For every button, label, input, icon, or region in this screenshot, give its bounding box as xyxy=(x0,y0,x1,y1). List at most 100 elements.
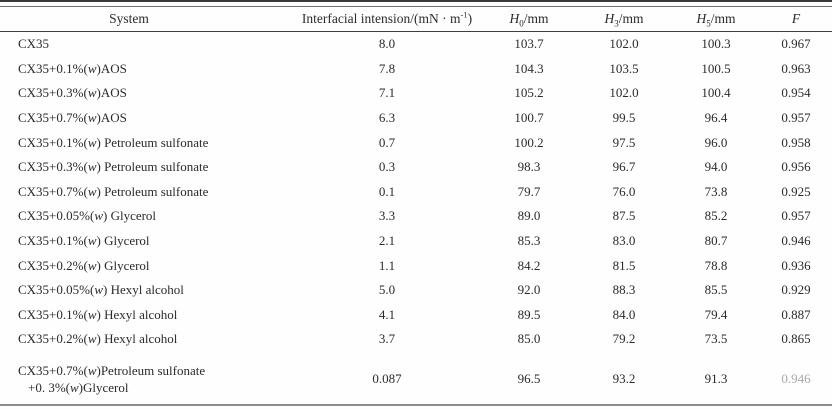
cell-h0: 100.2 xyxy=(514,134,544,150)
cell-interfacial: 7.1 xyxy=(378,85,396,101)
cell-h3: 102.0 xyxy=(609,85,639,101)
cell-interfacial: 3.3 xyxy=(378,208,396,224)
table-row: CX35+0.1%(w)AOS 7.8 104.3 103.5 100.5 0.… xyxy=(0,57,832,82)
cell-f: 0.963 xyxy=(781,60,811,76)
cell-h3: 81.5 xyxy=(612,257,636,273)
cell-h3: 99.5 xyxy=(612,110,636,126)
table-row: CX35+0.05%(w) Glycerol 3.3 89.0 87.5 85.… xyxy=(0,204,832,229)
cell-system: CX35+0.2%(w) Glycerol xyxy=(18,257,150,273)
table-header-row: System Interfacial intension/(mN · m-1) … xyxy=(0,7,832,32)
cell-system: CX35+0.3%(w)AOS xyxy=(18,85,127,101)
table-top-rule-inner xyxy=(0,6,832,7)
cell-h5: 85.5 xyxy=(704,282,728,298)
cell-h3: 87.5 xyxy=(612,208,636,224)
cell-interfacial: 8.0 xyxy=(378,36,396,52)
table-row: CX35 8.0 103.7 102.0 100.3 0.967 xyxy=(0,32,832,57)
cell-system: CX35+0.7%(w) Petroleum sulfonate xyxy=(18,183,209,199)
cell-interfacial: 6.3 xyxy=(378,110,396,126)
cell-interfacial: 7.8 xyxy=(378,60,396,76)
cell-f: 0.967 xyxy=(781,36,811,52)
cell-h5: 73.8 xyxy=(704,183,728,199)
cell-system: CX35 xyxy=(18,36,50,52)
cell-f: 0.957 xyxy=(781,208,811,224)
cell-interfacial: 2.1 xyxy=(378,233,396,249)
cell-interfacial: 1.1 xyxy=(378,257,396,273)
cell-h0: 92.0 xyxy=(517,282,541,298)
cell-interfacial: 5.0 xyxy=(378,282,396,298)
cell-h3: 93.2 xyxy=(612,371,636,387)
cell-h0: 85.0 xyxy=(517,331,541,347)
cell-h3: 88.3 xyxy=(612,282,636,298)
cell-h0: 104.3 xyxy=(514,60,544,76)
cell-h5: 100.5 xyxy=(701,60,731,76)
table-row: CX35+0.05%(w) Hexyl alcohol 5.0 92.0 88.… xyxy=(0,278,832,303)
table-bottom-rule xyxy=(0,404,832,406)
cell-h0: 79.7 xyxy=(517,183,541,199)
cell-interfacial: 3.7 xyxy=(378,331,396,347)
cell-h3: 76.0 xyxy=(612,183,636,199)
cell-f: 0.957 xyxy=(781,110,811,126)
cell-h0: 85.3 xyxy=(517,233,541,249)
cell-h0: 100.7 xyxy=(514,110,544,126)
cell-h3: 83.0 xyxy=(612,233,636,249)
table-row: CX35+0.7%(w)AOS 6.3 100.7 99.5 96.4 0.95… xyxy=(0,106,832,131)
cell-h5: 91.3 xyxy=(704,371,728,387)
table-top-rule-outer xyxy=(0,0,832,2)
cell-h3: 102.0 xyxy=(609,36,639,52)
cell-f: 0.929 xyxy=(781,282,811,298)
cell-f: 0.936 xyxy=(781,257,811,273)
results-table: System Interfacial intension/(mN · m-1) … xyxy=(0,7,832,407)
table-row: CX35+0.2%(w) Glycerol 1.1 84.2 81.5 78.8… xyxy=(0,253,832,278)
cell-h5: 96.0 xyxy=(704,134,728,150)
cell-system: CX35+0.1%(w) Petroleum sulfonate xyxy=(18,134,209,150)
header-h3: H3/mm xyxy=(576,7,672,32)
system-line-1: CX35+0.7%(w)Petroleum sulfonate xyxy=(18,362,206,378)
cell-system: CX35+0.1%(w) Glycerol xyxy=(18,233,150,249)
cell-h0: 96.5 xyxy=(517,371,541,387)
cell-system: CX35+0.1%(w)AOS xyxy=(18,60,127,76)
cell-interfacial: 0.087 xyxy=(372,371,402,387)
cell-f: 0.958 xyxy=(781,134,811,150)
cell-h5: 94.0 xyxy=(704,159,728,175)
header-interfacial-tension: Interfacial intension/(mN · m-1) xyxy=(292,7,482,32)
table-row: CX35+0.1%(w) Petroleum sulfonate 0.7 100… xyxy=(0,130,832,155)
cell-h0: 98.3 xyxy=(517,159,541,175)
cell-h3: 79.2 xyxy=(612,331,636,347)
cell-interfacial: 0.3 xyxy=(378,159,396,175)
cell-f: 0.865 xyxy=(781,331,811,347)
table-row-two-line: CX35+0.7%(w)Petroleum sulfonate +0. 3%(w… xyxy=(0,352,832,407)
cell-interfacial: 0.1 xyxy=(378,183,396,199)
cell-h0: 105.2 xyxy=(514,85,544,101)
cell-h0: 84.2 xyxy=(517,257,541,273)
cell-h3: 97.5 xyxy=(612,134,636,150)
cell-h5: 80.7 xyxy=(704,233,728,249)
cell-h0: 89.0 xyxy=(517,208,541,224)
header-f: F xyxy=(760,7,832,32)
cell-h5: 85.2 xyxy=(704,208,728,224)
cell-h5: 100.3 xyxy=(701,36,731,52)
header-system: System xyxy=(0,7,292,32)
cell-h5: 79.4 xyxy=(704,306,728,322)
cell-h5: 96.4 xyxy=(704,110,728,126)
table-row: CX35+0.3%(w)AOS 7.1 105.2 102.0 100.4 0.… xyxy=(0,81,832,106)
cell-f: 0.887 xyxy=(781,306,811,322)
cell-system: CX35+0.7%(w)Petroleum sulfonate +0. 3%(w… xyxy=(0,352,292,407)
cell-system: CX35+0.7%(w)AOS xyxy=(18,110,127,126)
cell-h3: 96.7 xyxy=(612,159,636,175)
cell-h5: 73.5 xyxy=(704,331,728,347)
cell-system: CX35+0.2%(w) Hexyl alcohol xyxy=(18,331,178,347)
table-row: CX35+0.7%(w) Petroleum sulfonate 0.1 79.… xyxy=(0,180,832,205)
table-row: CX35+0.3%(w) Petroleum sulfonate 0.3 98.… xyxy=(0,155,832,180)
cell-h3: 84.0 xyxy=(612,306,636,322)
table-row: CX35+0.2%(w) Hexyl alcohol 3.7 85.0 79.2… xyxy=(0,327,832,352)
header-h0: H0/mm xyxy=(482,7,576,32)
cell-h5: 100.4 xyxy=(701,85,731,101)
cell-f: 0.954 xyxy=(781,85,811,101)
cell-system: CX35+0.1%(w) Hexyl alcohol xyxy=(18,306,178,322)
cell-system: CX35+0.05%(w) Hexyl alcohol xyxy=(18,282,184,298)
cell-h0: 89.5 xyxy=(517,306,541,322)
cell-f: 0.946 xyxy=(781,371,811,387)
cell-interfacial: 4.1 xyxy=(378,306,396,322)
cell-interfacial: 0.7 xyxy=(378,134,396,150)
